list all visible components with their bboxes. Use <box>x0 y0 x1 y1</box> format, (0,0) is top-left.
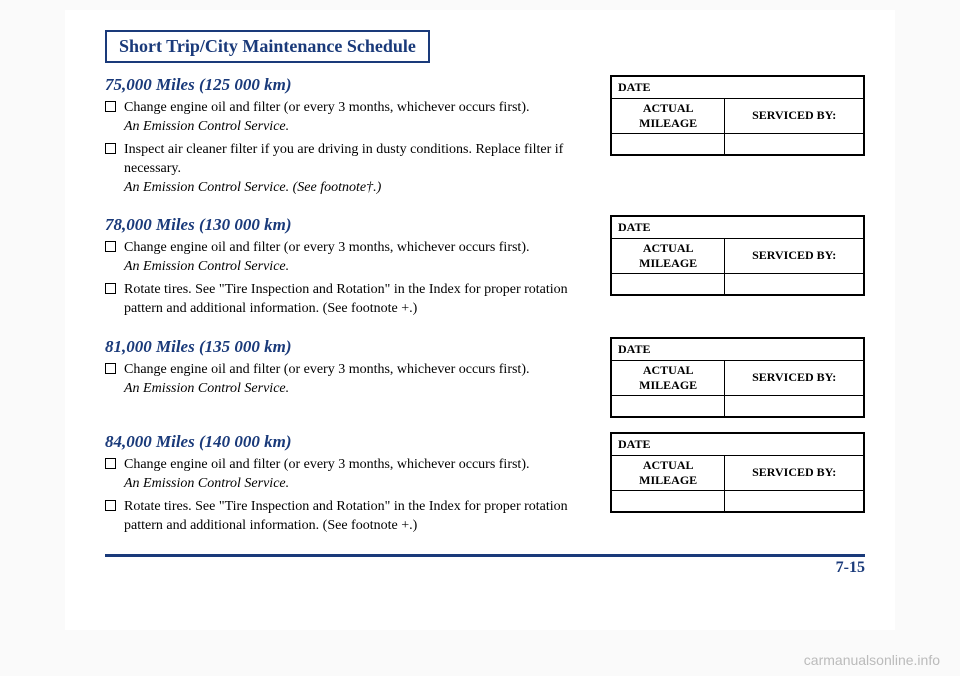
page-title: Short Trip/City Maintenance Schedule <box>119 36 416 56</box>
checklist-text: Change engine oil and filter (or every 3… <box>124 361 580 399</box>
item-main: Rotate tires. See "Tire Inspection and R… <box>124 282 568 316</box>
section-row: 81,000 Miles (135 000 km) Change engine … <box>105 337 865 418</box>
checkbox-icon <box>105 241 116 252</box>
mileage-label: ACTUAL MILEAGE <box>611 360 725 395</box>
section-heading: 75,000 Miles (125 000 km) <box>105 75 580 95</box>
checkbox-icon <box>105 458 116 469</box>
checklist-item: Rotate tires. See "Tire Inspection and R… <box>105 281 580 319</box>
mileage-value <box>611 490 725 512</box>
serviced-label: SERVICED BY: <box>725 360 864 395</box>
item-sub: An Emission Control Service. <box>124 476 289 491</box>
mileage-label: ACTUAL MILEAGE <box>611 238 725 273</box>
checklist-item: Change engine oil and filter (or every 3… <box>105 239 580 277</box>
section-content: 84,000 Miles (140 000 km) Change engine … <box>105 432 580 540</box>
date-label: DATE <box>611 216 864 238</box>
serviced-label: SERVICED BY: <box>725 98 864 133</box>
section-content: 81,000 Miles (135 000 km) Change engine … <box>105 337 580 403</box>
serviced-label: SERVICED BY: <box>725 238 864 273</box>
section-row: 75,000 Miles (125 000 km) Change engine … <box>105 75 865 201</box>
checklist-text: Rotate tires. See "Tire Inspection and R… <box>124 281 580 319</box>
checklist-item: Change engine oil and filter (or every 3… <box>105 99 580 137</box>
serviced-value <box>725 133 864 155</box>
item-sub: An Emission Control Service. <box>124 259 289 274</box>
serviced-label: SERVICED BY: <box>725 455 864 490</box>
watermark: carmanualsonline.info <box>804 652 940 668</box>
section-row: 84,000 Miles (140 000 km) Change engine … <box>105 432 865 540</box>
item-sub: An Emission Control Service. <box>124 381 289 396</box>
section-heading: 84,000 Miles (140 000 km) <box>105 432 580 452</box>
mileage-label: ACTUAL MILEAGE <box>611 98 725 133</box>
mileage-value <box>611 273 725 295</box>
item-main: Rotate tires. See "Tire Inspection and R… <box>124 499 568 533</box>
section-heading: 81,000 Miles (135 000 km) <box>105 337 580 357</box>
date-label: DATE <box>611 433 864 455</box>
checkbox-icon <box>105 283 116 294</box>
checklist-item: Rotate tires. See "Tire Inspection and R… <box>105 498 580 536</box>
record-table: DATE ACTUAL MILEAGESERVICED BY: <box>610 432 865 513</box>
checklist-item: Inspect air cleaner filter if you are dr… <box>105 141 580 198</box>
date-label: DATE <box>611 76 864 98</box>
item-main: Change engine oil and filter (or every 3… <box>124 457 529 472</box>
footer: 7-15 <box>105 554 865 577</box>
checklist-item: Change engine oil and filter (or every 3… <box>105 361 580 399</box>
checkbox-icon <box>105 143 116 154</box>
section-row: 78,000 Miles (130 000 km) Change engine … <box>105 215 865 323</box>
section-content: 78,000 Miles (130 000 km) Change engine … <box>105 215 580 323</box>
serviced-value <box>725 395 864 417</box>
item-main: Change engine oil and filter (or every 3… <box>124 100 529 115</box>
checklist-text: Rotate tires. See "Tire Inspection and R… <box>124 498 580 536</box>
mileage-label: ACTUAL MILEAGE <box>611 455 725 490</box>
checklist-item: Change engine oil and filter (or every 3… <box>105 456 580 494</box>
record-table: DATE ACTUAL MILEAGESERVICED BY: <box>610 337 865 418</box>
mileage-value <box>611 133 725 155</box>
mileage-value <box>611 395 725 417</box>
checklist-text: Change engine oil and filter (or every 3… <box>124 239 580 277</box>
item-sub: An Emission Control Service. <box>124 119 289 134</box>
item-main: Change engine oil and filter (or every 3… <box>124 240 529 255</box>
item-main: Inspect air cleaner filter if you are dr… <box>124 142 563 176</box>
item-main: Change engine oil and filter (or every 3… <box>124 362 529 377</box>
checkbox-icon <box>105 101 116 112</box>
record-table: DATE ACTUAL MILEAGESERVICED BY: <box>610 75 865 156</box>
page-number: 7-15 <box>836 559 865 576</box>
checklist-text: Change engine oil and filter (or every 3… <box>124 99 580 137</box>
serviced-value <box>725 273 864 295</box>
title-box: Short Trip/City Maintenance Schedule <box>105 30 430 63</box>
section-heading: 78,000 Miles (130 000 km) <box>105 215 580 235</box>
section-content: 75,000 Miles (125 000 km) Change engine … <box>105 75 580 201</box>
record-table: DATE ACTUAL MILEAGESERVICED BY: <box>610 215 865 296</box>
checklist-text: Inspect air cleaner filter if you are dr… <box>124 141 580 198</box>
serviced-value <box>725 490 864 512</box>
checkbox-icon <box>105 500 116 511</box>
item-sub: An Emission Control Service. (See footno… <box>124 180 381 195</box>
date-label: DATE <box>611 338 864 360</box>
checklist-text: Change engine oil and filter (or every 3… <box>124 456 580 494</box>
page: Short Trip/City Maintenance Schedule 75,… <box>65 10 895 630</box>
checkbox-icon <box>105 363 116 374</box>
